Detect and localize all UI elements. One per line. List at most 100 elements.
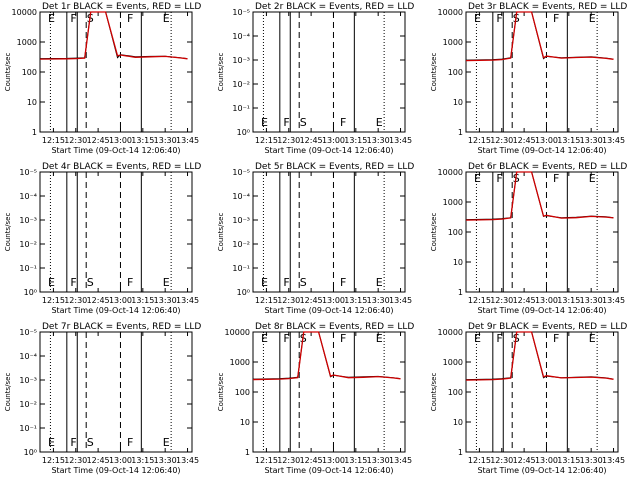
panel-5-ytick-label: 10⁻⁵ (232, 168, 250, 177)
panel-3-series-lld (465, 11, 614, 62)
panel-8-xtick-label: 13:45 (389, 456, 412, 465)
panel-2-ytick-label: 10⁻² (232, 80, 250, 89)
panel-4-xtick-label: 13:15 (131, 296, 154, 305)
panel-8-ytick-label: 10000 (225, 328, 250, 337)
panel-4-ytick-label: 10⁻⁴ (19, 192, 37, 201)
panel-3-ytick-label: 100 (448, 68, 463, 77)
panel-9-marker-f: F (496, 332, 502, 345)
panel-9-frame (465, 331, 619, 453)
panel-6-series-lld (465, 171, 614, 221)
panel-5-xtick-label: 13:15 (344, 296, 367, 305)
panel-7-ytick-label: 10⁻² (19, 400, 37, 409)
panel-2-ylabel: Counts/sec (217, 53, 225, 92)
panel-2-marker-e: E (261, 116, 268, 129)
panel-5-xtick-label: 12:15 (255, 296, 278, 305)
panel-5-title: Det 5r BLACK = Events, RED = LLD (255, 162, 414, 172)
panel-7-marker-f: F (127, 436, 133, 449)
panel-8-marker-f: F (283, 332, 289, 345)
panel-7-xtick-label: 13:30 (154, 456, 177, 465)
panel-6-xtick-label: 13:30 (580, 296, 603, 305)
panel-3-xtick-label: 12:45 (513, 136, 536, 145)
panel-5-xtick-label: 12:30 (277, 296, 300, 305)
panel-8-ytick-label: 10 (240, 418, 250, 427)
panel-2-marker-f: F (283, 116, 289, 129)
panel-4-ytick-label: 10⁻¹ (19, 264, 37, 273)
panel-6-marker-e: E (589, 172, 596, 185)
panel-7-ytick-label: 10⁻⁴ (19, 352, 37, 361)
panel-7-ytick-label: 10⁻³ (19, 376, 37, 385)
panel-6-ytick-label: 1000 (443, 198, 463, 207)
panel-3-ytick-label: 10 (453, 98, 463, 107)
panel-2-frame (252, 11, 406, 133)
panel-1-ylabel: Counts/sec (4, 53, 12, 92)
panel-8-xtick-label: 12:15 (255, 456, 278, 465)
panel-3-xlabel: Start Time (09-Oct-14 12:06:40) (477, 146, 606, 155)
panel-7-marker-e: E (48, 436, 55, 449)
panel-4-ytick-label: 10⁻⁵ (19, 168, 37, 177)
panel-6-ytick-label: 10000 (438, 168, 463, 177)
panel-2-xtick-label: 13:00 (322, 136, 345, 145)
panel-1-ytick-label: 1 (32, 128, 37, 137)
panel-2-xlabel: Start Time (09-Oct-14 12:06:40) (264, 146, 393, 155)
panel-5-xtick-label: 13:45 (389, 296, 412, 305)
panel-4-xtick-label: 12:15 (42, 296, 65, 305)
panel-4-ytick-label: 10⁻² (19, 240, 37, 249)
panel-1-xtick-label: 12:30 (64, 136, 87, 145)
panel-5-marker-e: E (376, 276, 383, 289)
panel-1-ytick-label: 10 (27, 98, 37, 107)
panel-3-xtick-label: 12:30 (490, 136, 513, 145)
panel-8-marker-e: E (376, 332, 383, 345)
panel-3-marker-e: E (589, 12, 596, 25)
panel-2-xtick-label: 12:30 (277, 136, 300, 145)
panel-8-xtick-label: 13:00 (322, 456, 345, 465)
panel-4-marker-f: F (127, 276, 133, 289)
panel-8-ytick-label: 1 (245, 448, 250, 457)
panel-5-ylabel: Counts/sec (217, 213, 225, 252)
panel-5-xtick-label: 12:45 (300, 296, 323, 305)
panel-4-xtick-label: 12:30 (64, 296, 87, 305)
panel-4-xtick-label: 13:30 (154, 296, 177, 305)
panel-8-xlabel: Start Time (09-Oct-14 12:06:40) (264, 466, 393, 475)
panel-9-ytick-label: 10 (453, 418, 463, 427)
panel-2-xtick-label: 13:45 (389, 136, 412, 145)
panel-8-marker-f: F (340, 332, 346, 345)
panel-5-marker-s: S (300, 276, 307, 289)
panel-6-xlabel: Start Time (09-Oct-14 12:06:40) (477, 306, 606, 315)
panel-8-marker-e: E (261, 332, 268, 345)
panel-2-ytick-label: 10⁻⁵ (232, 8, 250, 17)
panel-1-ytick-label: 10000 (12, 8, 37, 17)
panel-6-xtick-label: 12:45 (513, 296, 536, 305)
panel-2-xtick-label: 13:15 (344, 136, 367, 145)
panel-5-frame (252, 171, 406, 293)
panel-4-ytick-label: 10⁰ (24, 288, 37, 297)
panel-3-marker-f: F (496, 12, 502, 25)
panel-2-xtick-label: 12:45 (300, 136, 323, 145)
panel-9-xtick-label: 12:45 (513, 456, 536, 465)
panel-9-xtick-label: 13:45 (602, 456, 625, 465)
panel-9-xtick-label: 13:30 (580, 456, 603, 465)
panel-2-marker-e: E (376, 116, 383, 129)
panel-7-xtick-label: 12:15 (42, 456, 65, 465)
panel-6-xtick-label: 13:00 (535, 296, 558, 305)
panel-6-xtick-label: 13:15 (557, 296, 580, 305)
panel-3-ytick-label: 10000 (438, 8, 463, 17)
panel-1-xtick-label: 12:45 (87, 136, 110, 145)
panel-4-marker-e: E (48, 276, 55, 289)
panel-8-ytick-label: 100 (235, 388, 250, 397)
panel-2-xtick-label: 13:30 (367, 136, 390, 145)
panel-2-ytick-label: 10⁻³ (232, 56, 250, 65)
panel-9-marker-e: E (474, 332, 481, 345)
panel-7-frame (39, 331, 193, 453)
panel-9-ytick-label: 100 (448, 388, 463, 397)
panel-6-xtick-label: 12:15 (468, 296, 491, 305)
panel-5-ytick-label: 10⁰ (237, 288, 250, 297)
panel-4-xtick-label: 12:45 (87, 296, 110, 305)
panel-2-marker-s: S (300, 116, 307, 129)
panel-4-xtick-label: 13:45 (176, 296, 199, 305)
panel-6-ytick-label: 100 (448, 228, 463, 237)
panel-2-ytick-label: 10⁰ (237, 128, 250, 137)
panel-6-title: Det 6r BLACK = Events, RED = LLD (468, 162, 627, 172)
panel-7-ylabel: Counts/sec (4, 373, 12, 412)
panel-3-xtick-label: 13:45 (602, 136, 625, 145)
panel-4-frame (39, 171, 193, 293)
